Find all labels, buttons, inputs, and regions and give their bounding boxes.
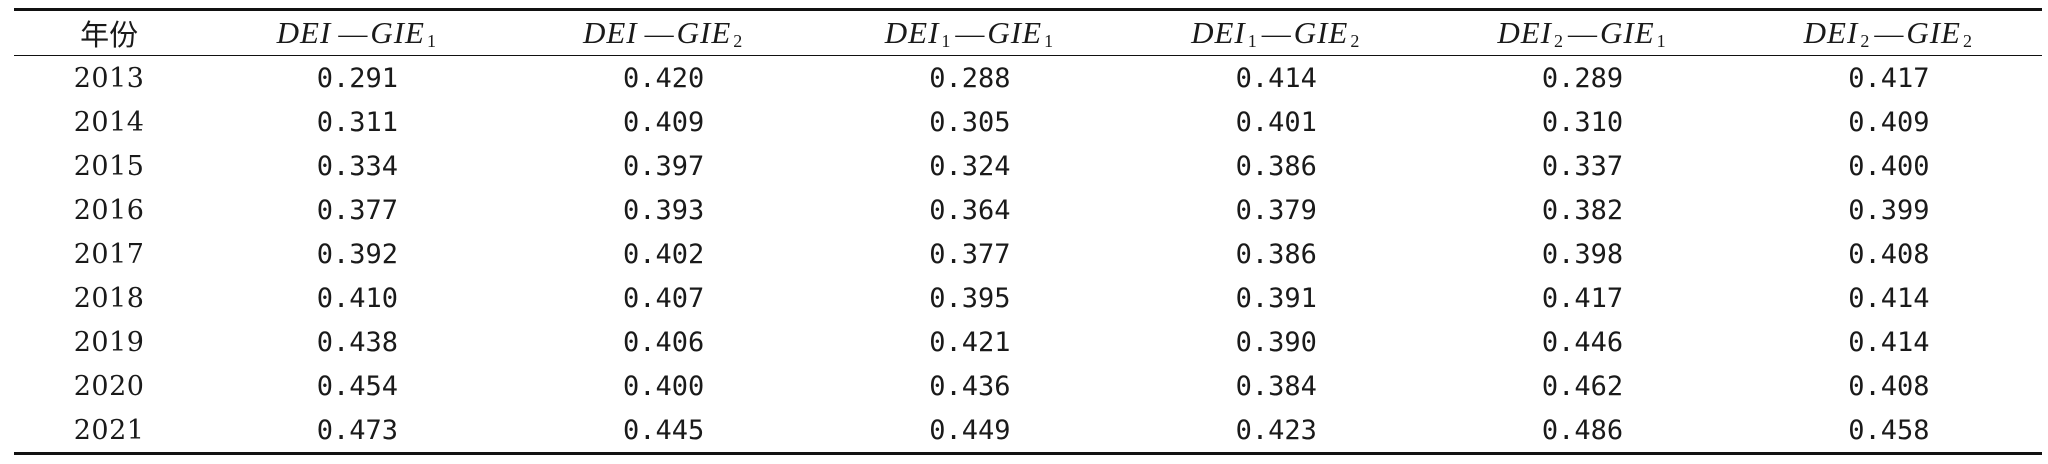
value-cell: 0.486 — [1541, 414, 1624, 446]
value-cell: 0.397 — [622, 150, 705, 182]
column-header-2: DEI —GIE 2 — [582, 14, 743, 51]
table-body: 2013 0.291 0.420 0.288 0.414 0.289 0.417… — [14, 56, 2042, 454]
value-cell: 0.462 — [1541, 370, 1624, 402]
value-cell: 0.288 — [929, 62, 1011, 94]
year-cell: 2017 — [73, 238, 145, 270]
value-cell: 0.399 — [1848, 194, 1930, 226]
value-cell: 0.310 — [1541, 106, 1624, 138]
year-cell: 2018 — [73, 282, 145, 314]
year-cell: 2021 — [73, 414, 145, 446]
year-cell: 2014 — [73, 106, 145, 138]
value-cell: 0.446 — [1541, 326, 1624, 358]
value-cell: 0.438 — [316, 326, 398, 358]
year-cell: 2015 — [73, 150, 145, 182]
value-cell: 0.417 — [1541, 282, 1624, 314]
value-cell: 0.401 — [1235, 106, 1317, 138]
value-cell: 0.386 — [1235, 238, 1317, 270]
value-cell: 0.445 — [622, 414, 705, 446]
value-cell: 0.454 — [316, 370, 398, 402]
value-cell: 0.305 — [929, 106, 1011, 138]
year-cell: 2013 — [73, 62, 145, 94]
year-cell: 2020 — [73, 370, 145, 402]
table-row: 2020 0.454 0.400 0.436 0.384 0.462 0.408 — [14, 364, 2042, 408]
column-header-6: DEI 2 —GIE 2 — [1803, 14, 1972, 51]
value-cell: 0.414 — [1235, 62, 1317, 94]
value-cell: 0.364 — [929, 194, 1011, 226]
value-cell: 0.408 — [1848, 238, 1930, 270]
value-cell: 0.423 — [1235, 414, 1317, 446]
value-cell: 0.414 — [1848, 326, 1930, 358]
value-cell: 0.409 — [622, 106, 705, 138]
value-cell: 0.400 — [1848, 150, 1930, 182]
value-cell: 0.393 — [622, 194, 705, 226]
value-cell: 0.436 — [929, 370, 1011, 402]
table-row: 2021 0.473 0.445 0.449 0.423 0.486 0.458 — [14, 408, 2042, 454]
table-row: 2015 0.334 0.397 0.324 0.386 0.337 0.400 — [14, 144, 2042, 188]
value-cell: 0.400 — [622, 370, 705, 402]
value-cell: 0.386 — [1235, 150, 1317, 182]
table-row: 2018 0.410 0.407 0.395 0.391 0.417 0.414 — [14, 276, 2042, 320]
coupling-table: 年份 DEI —GIE 1 DEI —GIE 2 DEI 1 —GIE 1 DEI 1 —GIE 2… — [14, 8, 2042, 455]
value-cell: 0.410 — [316, 282, 398, 314]
table-row: 2019 0.438 0.406 0.421 0.390 0.446 0.414 — [14, 320, 2042, 364]
value-cell: 0.421 — [929, 326, 1011, 358]
value-cell: 0.382 — [1541, 194, 1624, 226]
value-cell: 0.377 — [316, 194, 398, 226]
value-cell: 0.398 — [1541, 238, 1624, 270]
table-row: 2014 0.311 0.409 0.305 0.401 0.310 0.409 — [14, 100, 2042, 144]
value-cell: 0.449 — [929, 414, 1011, 446]
column-header-year: 年份 — [80, 18, 139, 52]
value-cell: 0.473 — [316, 414, 398, 446]
value-cell: 0.391 — [1235, 282, 1317, 314]
value-cell: 0.392 — [316, 238, 398, 270]
value-cell: 0.414 — [1848, 282, 1930, 314]
value-cell: 0.390 — [1235, 326, 1317, 358]
value-cell: 0.377 — [929, 238, 1011, 270]
value-cell: 0.409 — [1848, 106, 1930, 138]
column-header-4: DEI 1 —GIE 2 — [1191, 14, 1360, 51]
value-cell: 0.311 — [316, 106, 398, 138]
value-cell: 0.408 — [1848, 370, 1930, 402]
value-cell: 0.417 — [1848, 62, 1930, 94]
value-cell: 0.407 — [622, 282, 705, 314]
value-cell: 0.291 — [316, 62, 398, 94]
year-cell: 2019 — [73, 326, 145, 358]
data-table-container: 年份 DEI —GIE 1 DEI —GIE 2 DEI 1 —GIE 1 DEI 1 —GIE 2… — [14, 8, 2042, 455]
value-cell: 0.458 — [1848, 414, 1930, 446]
value-cell: 0.334 — [316, 150, 398, 182]
column-header-1: DEI —GIE 1 — [276, 14, 436, 51]
value-cell: 0.379 — [1235, 194, 1317, 226]
table-row: 2017 0.392 0.402 0.377 0.386 0.398 0.408 — [14, 232, 2042, 276]
year-cell: 2016 — [73, 194, 145, 226]
value-cell: 0.420 — [622, 62, 705, 94]
header-row: 年份 DEI —GIE 1 DEI —GIE 2 DEI 1 —GIE 1 DEI 1 —GIE 2… — [14, 9, 2042, 56]
table-row: 2016 0.377 0.393 0.364 0.379 0.382 0.399 — [14, 188, 2042, 232]
value-cell: 0.384 — [1235, 370, 1317, 402]
value-cell: 0.402 — [622, 238, 705, 270]
value-cell: 0.395 — [929, 282, 1011, 314]
table-row: 2013 0.291 0.420 0.288 0.414 0.289 0.417 — [14, 56, 2042, 101]
value-cell: 0.324 — [929, 150, 1011, 182]
column-header-5: DEI 2 —GIE 1 — [1497, 14, 1666, 51]
column-header-3: DEI 1 —GIE 1 — [884, 14, 1054, 51]
value-cell: 0.406 — [622, 326, 705, 358]
table-header: 年份 DEI —GIE 1 DEI —GIE 2 DEI 1 —GIE 1 DEI 1 —GIE 2… — [14, 9, 2042, 56]
value-cell: 0.289 — [1541, 62, 1624, 94]
value-cell: 0.337 — [1541, 150, 1624, 182]
